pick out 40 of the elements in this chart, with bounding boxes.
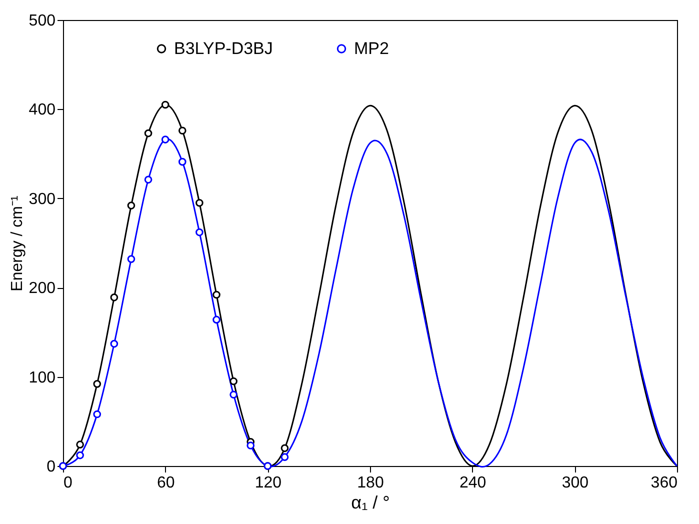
point	[212, 290, 220, 299]
x-tick-label: 0	[64, 474, 72, 492]
point	[280, 453, 289, 461]
point	[76, 440, 84, 448]
x-tick-label: 180	[357, 474, 384, 492]
x-tick-label: 300	[562, 474, 589, 492]
point	[196, 228, 204, 236]
y-tick-label: 500	[28, 12, 56, 30]
point	[110, 294, 118, 302]
y-axis-title: Energy / cm⁻¹	[8, 196, 26, 292]
point	[230, 390, 238, 399]
point	[161, 100, 170, 109]
point	[127, 255, 136, 263]
legend-label: MP2	[354, 38, 389, 58]
x-tick-label: 360	[650, 474, 678, 492]
point	[280, 444, 289, 452]
point	[76, 451, 84, 460]
legend-label: B3LYP-D3BJ	[174, 38, 273, 58]
point	[246, 442, 255, 450]
point	[127, 202, 136, 210]
point	[161, 136, 170, 144]
point	[144, 176, 152, 184]
point	[196, 198, 204, 207]
y-tick-label: 100	[28, 369, 56, 386]
y-tick-label: 0	[46, 458, 56, 476]
y-tick-label: 400	[28, 102, 56, 119]
x-tick-label: 60	[156, 474, 175, 492]
point	[230, 377, 238, 386]
y-tick-label: 300	[28, 190, 56, 208]
x-axis-title: α₁ / °	[351, 492, 390, 512]
point	[93, 410, 102, 418]
point	[110, 340, 118, 348]
y-tick-label: 200	[28, 280, 56, 298]
point	[212, 316, 220, 324]
point	[93, 380, 102, 388]
point	[178, 158, 186, 166]
x-tick-label: 240	[459, 474, 486, 492]
point	[144, 129, 152, 138]
point	[178, 126, 186, 135]
x-tick-label: 120	[254, 474, 282, 492]
